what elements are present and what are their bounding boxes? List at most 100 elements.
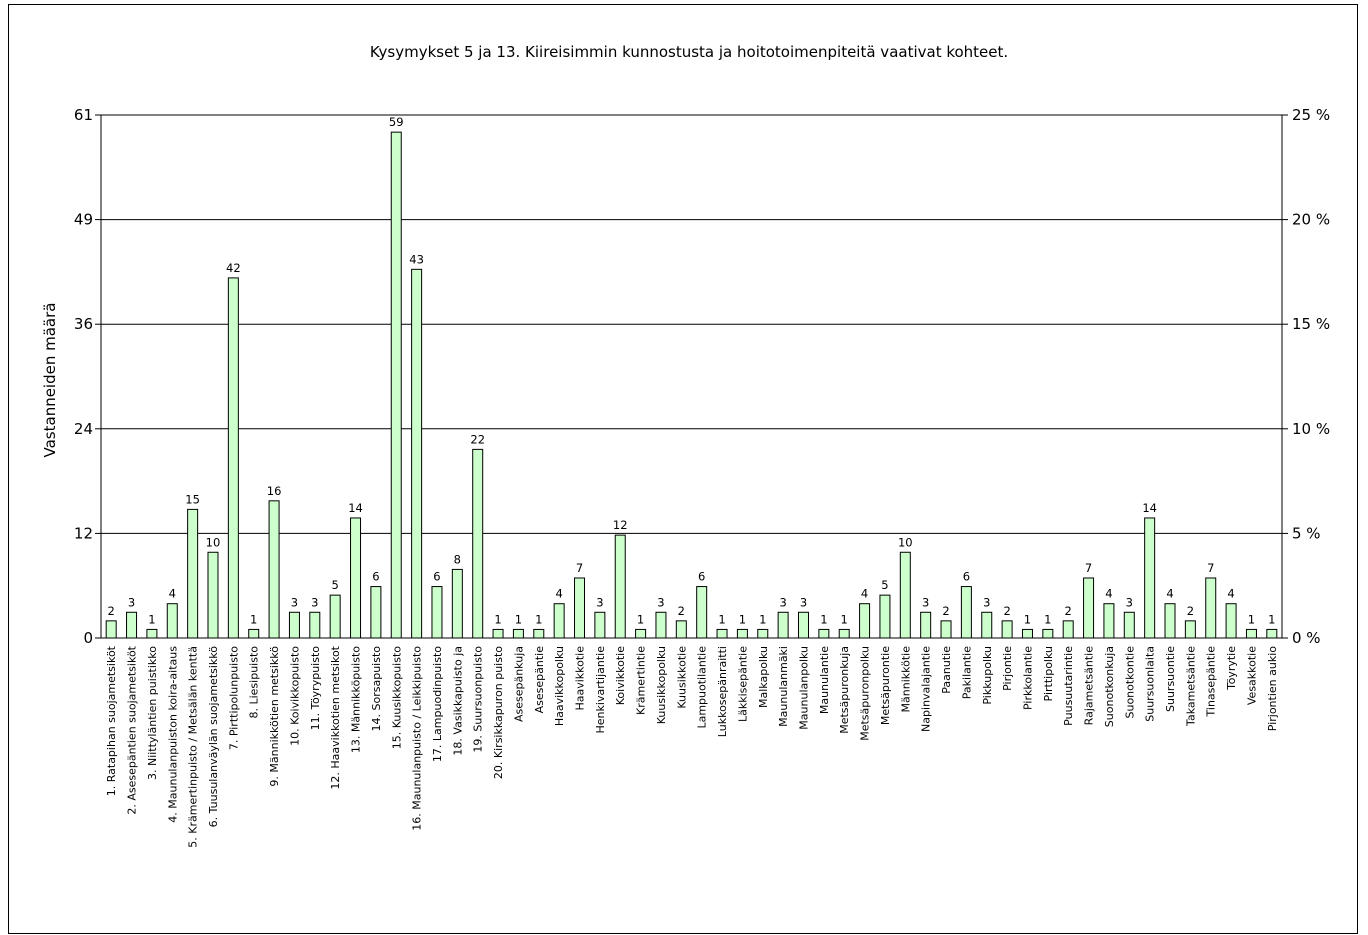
bar: [451, 568, 463, 639]
category-label: Kuusikkopolku: [655, 646, 668, 724]
bar: [1062, 620, 1074, 639]
data-label: 7: [1085, 561, 1092, 575]
category-label: 10. Koivikkopuisto: [288, 646, 301, 746]
data-label: 1: [820, 612, 827, 626]
category-label: 19. Suursuonpuisto: [472, 646, 485, 753]
bar: [390, 131, 402, 639]
category-label: Pikkupolku: [981, 646, 994, 705]
data-label: 4: [1227, 587, 1234, 601]
bar: [696, 586, 708, 639]
category-label: Koivikkotie: [614, 646, 627, 705]
category-label: Maunulanpolku: [797, 646, 810, 730]
bar: [1225, 603, 1237, 639]
bar: [635, 628, 647, 639]
chart: Kysymykset 5 ja 13. Kiireisimmin kunnost…: [41, 43, 1330, 848]
bar: [1042, 628, 1054, 639]
category-label: Asesepäntie: [533, 646, 546, 714]
bar: [818, 628, 830, 639]
data-label: 6: [433, 570, 440, 584]
bar: [207, 551, 219, 639]
data-label: 2: [1065, 604, 1072, 618]
category-label: Pakilantie: [960, 646, 973, 699]
bar: [288, 611, 300, 639]
data-label: 22: [470, 432, 485, 446]
bar: [1123, 611, 1135, 639]
bar: [940, 620, 952, 639]
category-label: Vesakkotie: [1245, 646, 1258, 705]
category-label: Malkapolku: [757, 646, 770, 708]
category-label: Pirjontie: [1001, 646, 1014, 691]
bar: [655, 611, 667, 639]
category-label: Läkkisepäntie: [736, 646, 749, 722]
category-label: 13. Männikköpuisto: [350, 646, 363, 753]
category-label: 3. Niittyläntien puistikko: [146, 646, 159, 780]
data-label: 3: [779, 595, 786, 609]
data-label: 4: [861, 587, 868, 601]
data-label: 1: [1248, 612, 1255, 626]
bar: [1103, 603, 1115, 639]
chart-frame: Kysymykset 5 ja 13. Kiireisimmin kunnost…: [8, 4, 1358, 934]
category-label: Pirttipolku: [1042, 646, 1055, 701]
category-label: Rajametsäntie: [1083, 646, 1096, 726]
data-label: 15: [185, 492, 200, 506]
bar: [879, 594, 891, 639]
bar: [1184, 620, 1196, 639]
data-label: 1: [494, 612, 501, 626]
category-label: Metsäpurontie: [879, 646, 892, 725]
bar: [105, 620, 117, 639]
data-label: 1: [515, 612, 522, 626]
category-label: Männikkötie: [899, 646, 912, 713]
category-label: 6. Tuusulanväylän suojametsikkö: [207, 646, 220, 828]
bar: [1083, 577, 1095, 639]
bar: [1205, 577, 1217, 639]
data-label: 1: [637, 612, 644, 626]
y2-tick-label: 10 %: [1292, 420, 1330, 438]
category-label: Henkivartijantie: [594, 646, 607, 734]
data-label: 6: [963, 570, 970, 584]
category-label: Kuusikkotie: [675, 646, 688, 709]
category-label: 7. Pirttipolunpuisto: [227, 646, 240, 750]
bar: [329, 594, 341, 639]
y-axis-title: Vastanneiden määrä: [41, 303, 59, 458]
bar: [350, 517, 362, 639]
data-label: 3: [1126, 595, 1133, 609]
category-label: Asesepänkuja: [512, 646, 525, 722]
category-label: Maunulanmäki: [777, 646, 790, 727]
y-tick-label: 0: [83, 629, 93, 647]
category-label: Suursuonlaita: [1144, 646, 1157, 722]
bar: [187, 508, 199, 639]
bar: [859, 603, 871, 639]
data-label: 4: [1105, 587, 1112, 601]
category-label: 14. Sorsapuisto: [370, 646, 383, 732]
category-label: 4. Maunulanpuiston koira-aitaus: [166, 646, 179, 823]
bar: [166, 603, 178, 639]
category-label: Suursuontie: [1164, 646, 1177, 712]
data-label: 12: [613, 518, 628, 532]
data-label: 2: [1187, 604, 1194, 618]
category-label: Metsäpuronkuja: [838, 646, 851, 734]
category-label: Paanutie: [940, 646, 953, 694]
bar: [920, 611, 932, 639]
bar: [675, 620, 687, 639]
bar: [594, 611, 606, 639]
bar: [716, 628, 728, 639]
data-label: 1: [1268, 612, 1275, 626]
bar: [227, 277, 239, 639]
category-label: Tinasepäntie: [1205, 646, 1218, 718]
y-tick-label: 24: [74, 420, 93, 438]
data-label: 2: [1003, 604, 1010, 618]
bar: [1245, 628, 1257, 639]
data-label: 8: [454, 552, 461, 566]
data-label: 10: [206, 535, 221, 549]
bar: [1001, 620, 1013, 639]
bar: [1164, 603, 1176, 639]
category-label: 11. Töyrypuisto: [309, 646, 322, 731]
category-label: 20. Kirsikkapuron puisto: [492, 646, 505, 779]
bar: [960, 586, 972, 639]
category-label: Suonotkontie: [1123, 646, 1136, 719]
data-label: 3: [657, 595, 664, 609]
data-label: 43: [409, 252, 424, 266]
data-label: 42: [226, 261, 241, 275]
data-label: 1: [759, 612, 766, 626]
